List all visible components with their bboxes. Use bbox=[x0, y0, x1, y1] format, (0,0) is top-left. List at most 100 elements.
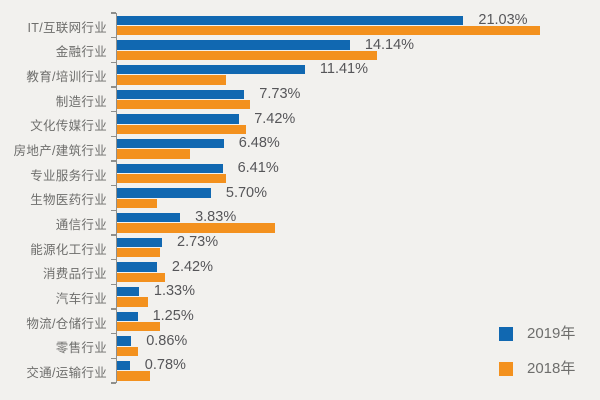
bar-2019 bbox=[117, 65, 305, 75]
bar-2018 bbox=[117, 174, 226, 184]
chart-row: 金融行业 14.14% bbox=[0, 36, 600, 63]
bar-group: 7.73% bbox=[117, 85, 600, 112]
bar-group: 0.86% bbox=[117, 332, 600, 359]
bar-group: 11.41% bbox=[117, 62, 600, 87]
chart-row: 房地产/建筑行业 6.48% bbox=[0, 136, 600, 161]
chart-row: 零售行业 0.86% bbox=[0, 332, 600, 359]
category-label: 汽车行业 bbox=[55, 292, 107, 307]
legend-swatch-2018-icon bbox=[499, 362, 513, 376]
category-label: 能源化工行业 bbox=[30, 242, 107, 257]
bar-2019 bbox=[117, 138, 224, 149]
bar-2018 bbox=[117, 149, 190, 159]
legend-item-2019: 2019年 bbox=[499, 325, 576, 342]
category-label: 零售行业 bbox=[55, 341, 107, 356]
bar-2018 bbox=[117, 198, 157, 208]
bar-2018 bbox=[117, 297, 149, 307]
value-label: 7.73% bbox=[259, 85, 301, 102]
value-label: 11.41% bbox=[319, 61, 368, 78]
chart-row: 制造行业 7.73% bbox=[0, 85, 600, 112]
bar-2018 bbox=[117, 223, 276, 233]
bar-2018 bbox=[117, 26, 541, 36]
bar-2019 bbox=[117, 360, 130, 371]
bar-2018 bbox=[117, 321, 160, 332]
bar-2018 bbox=[117, 124, 246, 135]
bar-group: 1.25% bbox=[117, 307, 600, 334]
axis-tick bbox=[110, 283, 116, 285]
category-label: 通信行业 bbox=[55, 218, 107, 233]
legend-label-2018: 2018年 bbox=[527, 360, 576, 377]
value-label: 7.42% bbox=[254, 110, 296, 127]
bar-group: 2.42% bbox=[117, 258, 600, 285]
chart-row: 文化传媒行业 7.42% bbox=[0, 110, 600, 137]
value-label: 1.33% bbox=[153, 283, 196, 300]
category-label: 物流/仓储行业 bbox=[26, 316, 107, 331]
bar-2018 bbox=[117, 50, 378, 61]
axis-tick bbox=[110, 12, 116, 14]
value-label: 0.78% bbox=[144, 357, 186, 374]
chart-row: 教育/培训行业 11.41% bbox=[0, 62, 600, 87]
category-label: 交通/运输行业 bbox=[26, 366, 107, 381]
chart-row: 生物医药行业 5.70% bbox=[0, 184, 600, 211]
value-label: 6.41% bbox=[237, 159, 279, 176]
value-label: 1.25% bbox=[152, 307, 194, 324]
bar-group: 2.73% bbox=[117, 233, 600, 260]
axis-tick bbox=[110, 185, 116, 187]
bar-2019 bbox=[117, 212, 181, 223]
bar-group: 5.70% bbox=[117, 184, 600, 211]
axis-tick bbox=[110, 357, 116, 359]
value-label: 2.73% bbox=[177, 233, 219, 250]
bar-2019 bbox=[117, 311, 138, 321]
axis-tick bbox=[110, 37, 116, 39]
chart-row: 汽车行业 1.33% bbox=[0, 284, 600, 309]
bar-2018 bbox=[117, 346, 139, 356]
axis-tick bbox=[110, 135, 116, 137]
chart-row: 消费品行业 2.42% bbox=[0, 258, 600, 285]
value-label: 21.03% bbox=[478, 12, 528, 28]
bar-2018 bbox=[117, 272, 165, 282]
chart-row: 能源化工行业 2.73% bbox=[0, 233, 600, 260]
legend: 2019年 2018年 bbox=[499, 325, 576, 397]
axis-tick bbox=[110, 209, 116, 211]
bar-2019 bbox=[117, 188, 211, 198]
chart-row: 专业服务行业 6.41% bbox=[0, 159, 600, 186]
axis-tick bbox=[110, 86, 116, 88]
bar-group: 3.83% bbox=[117, 210, 600, 235]
value-label: 5.70% bbox=[225, 184, 268, 201]
bar-2018 bbox=[117, 75, 226, 85]
category-label: 制造行业 bbox=[55, 94, 107, 109]
category-label: 教育/培训行业 bbox=[26, 70, 107, 85]
bar-2019 bbox=[117, 114, 240, 124]
axis-tick bbox=[110, 234, 116, 236]
bar-group: 0.78% bbox=[117, 358, 600, 383]
bar-2019 bbox=[117, 40, 350, 50]
category-label: IT/互联网行业 bbox=[27, 20, 107, 35]
axis-tick bbox=[110, 61, 116, 63]
bar-2018 bbox=[117, 371, 150, 381]
category-label: 房地产/建筑行业 bbox=[13, 144, 107, 159]
bar-2019 bbox=[117, 237, 162, 247]
bar-group: 21.03% bbox=[117, 13, 600, 38]
bar-2019 bbox=[117, 89, 245, 99]
y-axis bbox=[115, 13, 117, 383]
axis-tick bbox=[110, 333, 116, 335]
axis-tick bbox=[110, 308, 116, 310]
legend-label-2019: 2019年 bbox=[527, 325, 576, 342]
legend-item-2018: 2018年 bbox=[499, 360, 576, 377]
value-label: 14.14% bbox=[364, 36, 415, 53]
axis-tick bbox=[110, 259, 116, 261]
category-label: 文化传媒行业 bbox=[30, 119, 107, 134]
bar-group: 7.42% bbox=[117, 110, 600, 137]
bar-2019 bbox=[117, 163, 223, 173]
bar-group: 6.48% bbox=[117, 136, 600, 161]
value-label: 0.86% bbox=[146, 332, 188, 349]
bar-2018 bbox=[117, 248, 160, 258]
axis-tick bbox=[110, 160, 116, 162]
bar-2018 bbox=[117, 100, 251, 110]
bar-2019 bbox=[117, 262, 157, 272]
value-label: 3.83% bbox=[195, 209, 237, 226]
value-label: 2.42% bbox=[171, 258, 214, 275]
bar-group: 14.14% bbox=[117, 36, 600, 63]
category-label: 消费品行业 bbox=[42, 267, 107, 282]
bar-group: 1.33% bbox=[117, 284, 600, 309]
